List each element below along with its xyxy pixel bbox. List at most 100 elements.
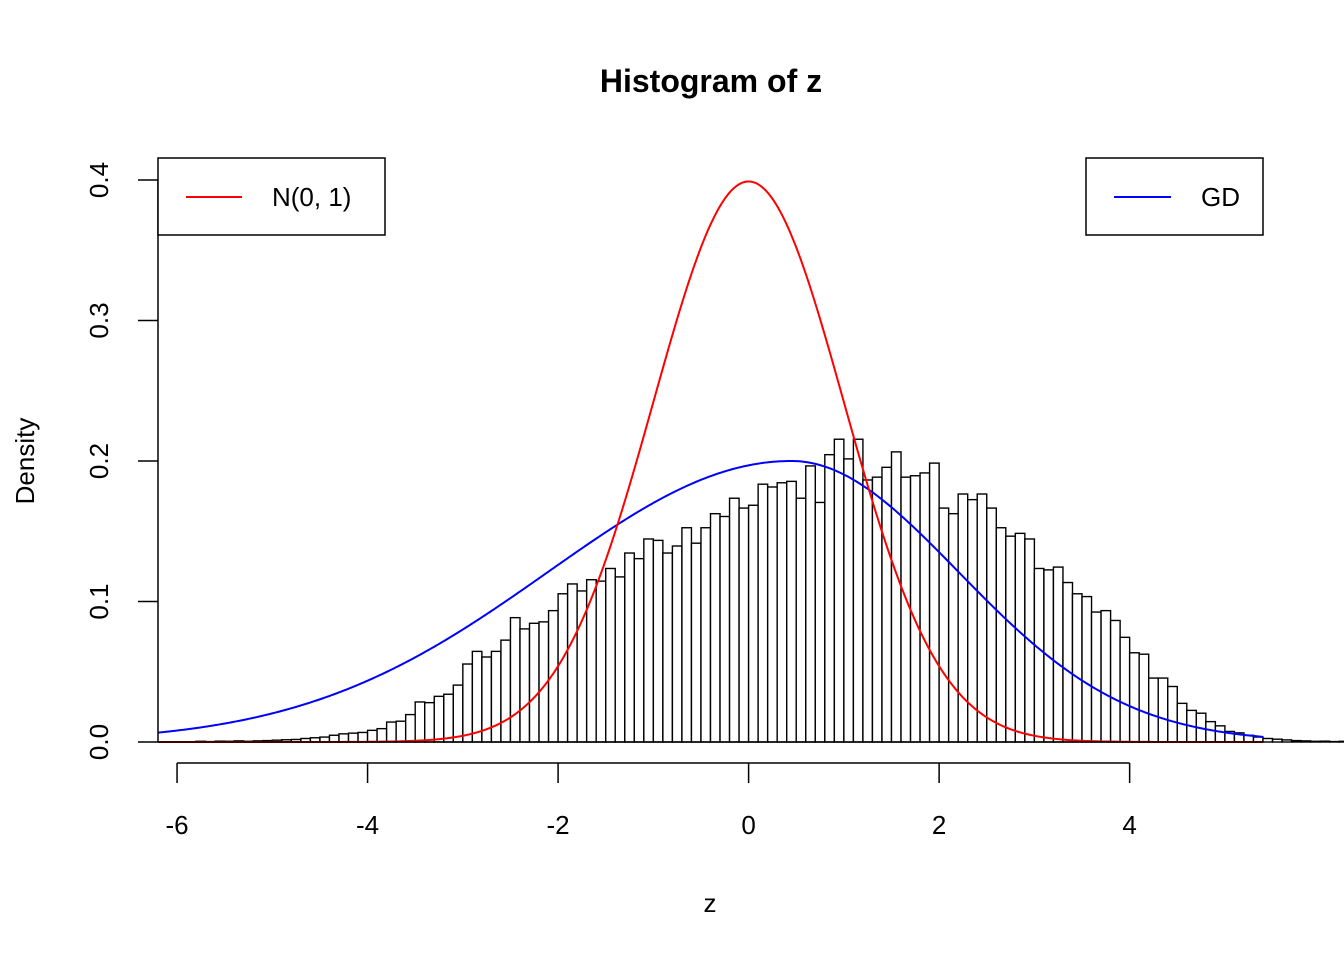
histogram-bar — [1138, 653, 1150, 743]
histogram-bar — [862, 479, 874, 743]
x-tick-label: -2 — [547, 810, 570, 840]
histogram-bar — [995, 527, 1007, 743]
histogram-bar — [690, 542, 702, 743]
histogram-bar — [1300, 740, 1312, 743]
histogram-bar — [1281, 739, 1293, 743]
histogram-bar — [1033, 567, 1045, 743]
histogram-bar — [566, 583, 578, 743]
legend-normal: N(0, 1) — [157, 157, 386, 236]
histogram-bar — [605, 567, 616, 743]
histogram-bar — [786, 480, 797, 743]
legend-gd: GD — [1085, 157, 1264, 236]
histogram-bar — [433, 695, 445, 743]
histogram-bar — [843, 458, 855, 743]
histogram-bar — [547, 609, 559, 743]
histogram-bar — [395, 720, 407, 743]
histogram-bar — [766, 486, 778, 743]
histogram-bar — [776, 482, 788, 743]
histogram-bar — [976, 493, 988, 743]
histogram-bar — [1081, 595, 1093, 743]
x-axis-label: z — [704, 888, 717, 918]
histogram-bar — [452, 684, 464, 743]
histogram-bar — [652, 539, 664, 743]
histogram-bar — [1052, 566, 1064, 743]
x-tick-label: -6 — [165, 810, 188, 840]
y-tick-label: 0.4 — [84, 162, 114, 198]
histogram-bar — [347, 732, 359, 743]
histogram-bar — [890, 451, 902, 743]
histogram-bar — [1147, 677, 1159, 743]
histogram-bar — [681, 527, 693, 743]
histogram-bar — [1100, 609, 1112, 743]
histogram-bar — [424, 701, 435, 743]
histogram-bar — [1071, 593, 1083, 743]
histogram-bar — [1338, 740, 1344, 743]
x-tick-label: 4 — [1122, 810, 1136, 840]
histogram-bar — [919, 472, 931, 743]
histogram-bar — [1119, 636, 1131, 743]
histogram-bar — [1319, 740, 1331, 743]
x-tick-label: 2 — [932, 810, 946, 840]
histogram-bar — [414, 701, 426, 743]
histogram-bar — [795, 497, 807, 743]
y-axis-label: Density — [10, 418, 40, 505]
histogram-bar — [1309, 740, 1321, 743]
histogram-bar — [614, 576, 626, 743]
x-tick-label: -4 — [356, 810, 379, 840]
histogram-bar — [757, 483, 769, 743]
histogram-bar — [1214, 725, 1226, 743]
histogram-bar — [738, 507, 750, 743]
histogram-bar — [805, 465, 816, 743]
histogram-bar — [1271, 738, 1283, 743]
histogram-bar — [881, 466, 893, 743]
histogram-bar — [500, 639, 512, 743]
histogram-bar — [719, 515, 731, 743]
histogram-bar — [662, 552, 674, 743]
histogram-bar — [624, 552, 636, 743]
y-tick-label: 0.2 — [84, 443, 114, 479]
histogram-bar — [528, 622, 540, 743]
histogram-bar — [909, 475, 921, 743]
histogram-bar — [385, 721, 397, 743]
histogram-bar — [557, 593, 569, 743]
histogram-bar — [728, 497, 740, 743]
histogram-bar — [1109, 619, 1121, 743]
gd-density-curve — [157, 459, 1264, 738]
histogram-bar — [1157, 677, 1169, 743]
histogram-bar — [700, 527, 712, 743]
histogram-bar — [462, 663, 474, 743]
histogram-bar — [1128, 652, 1140, 743]
histogram-bar — [509, 616, 521, 743]
y-tick-label: 0.3 — [84, 302, 114, 338]
histogram-bar — [1262, 737, 1274, 743]
histogram-bar — [366, 729, 378, 743]
y-tick-label: 0.0 — [84, 724, 114, 760]
histogram-bar — [519, 628, 531, 743]
legend-gd-label: GD — [1201, 182, 1240, 212]
histogram-bar — [1167, 685, 1178, 743]
histogram-bar — [814, 501, 826, 743]
histogram-bar — [1290, 739, 1302, 743]
histogram-bar — [633, 557, 645, 743]
x-axis: -6 -4 -2 0 2 4 — [165, 762, 1137, 840]
histogram-bar — [947, 512, 959, 743]
histogram-bar — [1014, 532, 1026, 743]
histogram-bar — [747, 504, 759, 743]
histogram-bar — [824, 453, 836, 743]
histogram-bar — [1205, 720, 1217, 743]
histogram-bar — [443, 693, 455, 743]
histogram-bar — [357, 731, 369, 743]
histogram-bar — [709, 512, 721, 743]
histogram-bar — [928, 462, 940, 743]
histogram-bar — [1062, 581, 1074, 743]
histogram-bars — [195, 438, 1344, 743]
y-axis: 0.0 0.1 0.2 0.3 0.4 — [84, 162, 159, 760]
y-tick-label: 0.1 — [84, 583, 114, 619]
histogram-bar — [376, 727, 388, 743]
histogram-bar — [986, 507, 997, 743]
histogram-bar — [1090, 611, 1102, 743]
histogram-bar — [938, 507, 950, 743]
histogram-bar — [957, 493, 969, 743]
histogram-bar — [404, 713, 416, 743]
